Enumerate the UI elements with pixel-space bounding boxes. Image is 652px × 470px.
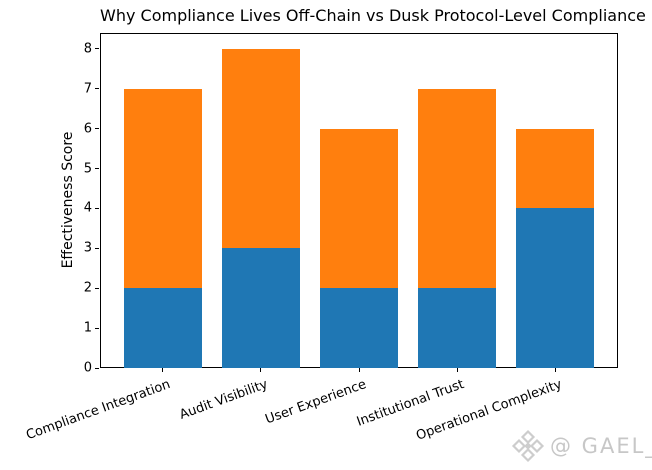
y-tick xyxy=(95,48,99,50)
y-tick xyxy=(95,207,99,209)
x-tick-label: Audit Visibility xyxy=(177,377,271,423)
y-tick-label: 2 xyxy=(83,280,92,296)
bar-segment-blue-bottom-segment xyxy=(515,208,595,368)
x-tick xyxy=(554,368,556,372)
bar-segment-blue-bottom-segment xyxy=(221,248,301,368)
y-tick xyxy=(95,327,99,329)
bar-segment-blue-bottom-segment xyxy=(123,288,203,368)
chart-title: Why Compliance Lives Off-Chain vs Dusk P… xyxy=(100,6,646,25)
y-tick-label: 4 xyxy=(83,200,92,216)
y-tick-label: 7 xyxy=(83,81,92,97)
x-tick xyxy=(260,368,262,372)
y-tick-label: 3 xyxy=(83,240,92,256)
bar-segment-orange-top-segment xyxy=(221,48,301,249)
bar-segment-blue-bottom-segment xyxy=(319,288,399,368)
y-tick xyxy=(95,247,99,249)
diamond-cluster-logo-icon xyxy=(511,429,545,463)
bar-segment-orange-top-segment xyxy=(417,88,497,289)
bar-segment-orange-top-segment xyxy=(123,88,203,289)
x-tick xyxy=(456,368,458,372)
bar-segment-orange-top-segment xyxy=(319,128,399,289)
x-tick xyxy=(162,368,164,372)
x-tick-label: Compliance Integration xyxy=(23,377,172,444)
y-tick xyxy=(95,367,99,369)
y-tick-label: 1 xyxy=(83,320,92,336)
watermark-handle: @ GAEL_ xyxy=(550,434,652,458)
y-tick xyxy=(95,287,99,289)
y-tick-label: 8 xyxy=(83,41,92,57)
y-tick xyxy=(95,168,99,170)
x-tick-label: User Experience xyxy=(263,377,369,428)
y-tick xyxy=(95,88,99,90)
x-tick xyxy=(358,368,360,372)
bar-segment-orange-top-segment xyxy=(515,128,595,209)
y-tick-label: 5 xyxy=(83,161,92,177)
y-tick xyxy=(95,128,99,130)
y-tick-label: 0 xyxy=(83,360,92,376)
y-tick-label: 6 xyxy=(83,121,92,137)
watermark: @ GAEL_ xyxy=(511,428,652,464)
bar-segment-blue-bottom-segment xyxy=(417,288,497,368)
